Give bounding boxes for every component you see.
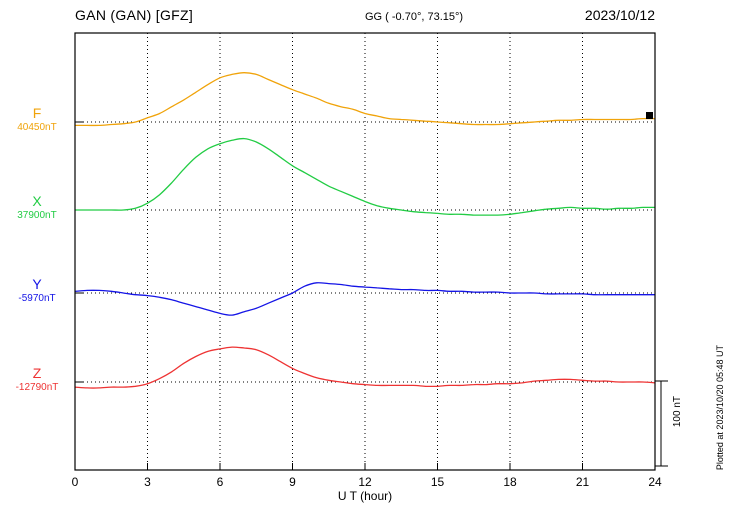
x-tick-label: 12 [358, 475, 372, 489]
series-label-y: Y -5970nT [2, 276, 72, 304]
plot-frame [74, 32, 656, 471]
series-baseline-z: -12790nT [15, 381, 59, 393]
series-line-X [74, 137, 656, 216]
x-tick-label: 18 [503, 475, 517, 489]
series-letter-z: Z [32, 365, 42, 381]
series-baseline-x: 37900nT [17, 209, 57, 221]
scale-bar-label: 100 nT [672, 396, 683, 428]
right-edge-marker [646, 112, 653, 119]
x-tick-label: 3 [144, 475, 151, 489]
x-tick-label: 6 [217, 475, 224, 489]
series-baseline-y: -5970nT [18, 292, 56, 304]
series-baseline-f: 40450nT [17, 121, 57, 133]
series-line-F [75, 72, 656, 127]
series-letter-y: Y [32, 276, 42, 292]
series-label-f: F 40450nT [2, 105, 72, 133]
geo-coordinates: GG ( -0.70°, 73.15°) [365, 11, 464, 23]
x-axis-title: U T (hour) [337, 489, 393, 503]
x-tick-label: 21 [576, 475, 590, 489]
plotted-note: Plotted at 2023/10/20 05:48 UT [715, 344, 725, 470]
x-tick-label: 0 [72, 475, 79, 489]
series-letter-f: F [32, 105, 42, 121]
station-title: GAN (GAN) [GFZ] [75, 7, 194, 23]
x-tick-label: 9 [289, 475, 296, 489]
series-label-z: Z -12790nT [2, 365, 72, 393]
x-tick-label: 24 [648, 475, 662, 489]
plot-date: 2023/10/12 [584, 7, 655, 23]
x-tick-label: 15 [431, 475, 445, 489]
series-label-x: X 37900nT [2, 193, 72, 221]
series-line-Y [74, 282, 655, 316]
series-letter-x: X [32, 193, 42, 209]
series-line-Z [74, 346, 656, 389]
